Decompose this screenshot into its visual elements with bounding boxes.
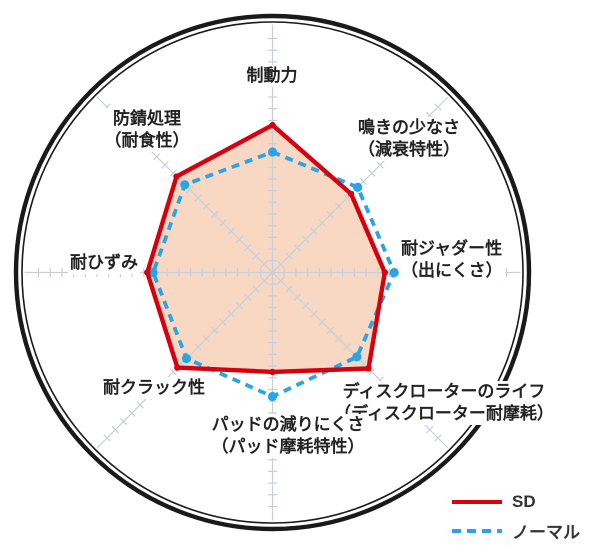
sd-vertex-dot — [144, 269, 151, 276]
axis-label-pad-wear-line1: パッドの減りにくさ — [211, 415, 365, 434]
axis-label-braking-line1: 制動力 — [246, 66, 298, 85]
sd-area-fill — [147, 125, 385, 372]
sd-vertex-dot — [269, 368, 276, 376]
normal-vertex-dot — [267, 147, 278, 157]
sd-vertex-dot — [269, 121, 276, 129]
axis-label-rust-line2: （耐食性） — [104, 131, 190, 150]
normal-vertex-dot — [353, 182, 363, 192]
axis-label-pad-wear-line2: （パッド摩耗特性） — [211, 437, 365, 456]
axis-label-strain-line1: 耐ひずみ — [70, 253, 138, 272]
axis-label-rust: 防錆処理 （耐食性） — [102, 108, 192, 152]
axis-label-crack: 耐クラック性 — [101, 377, 207, 399]
axis-label-judder-line2: （出にくさ） — [401, 261, 503, 280]
sd-vertex-dot — [174, 364, 181, 371]
legend-item-sd: SD — [452, 487, 580, 516]
axis-label-rotor-life-line1: ディスクローターのライフ — [342, 382, 546, 401]
axis-label-squeal: 鳴きの少なさ （減衰特性） — [356, 117, 462, 161]
normal-vertex-dot — [148, 267, 158, 278]
sd-line-swatch — [452, 499, 502, 504]
axis-label-squeal-line1: 鳴きの少なさ — [358, 118, 460, 137]
legend-label-normal: ノーマル — [512, 523, 580, 542]
axis-label-rotor-life-line2: （ディスクローター耐摩耗） — [334, 404, 554, 423]
sd-vertex-dot — [347, 190, 355, 198]
axis-label-judder: 耐ジャダー性 （出にくさ） — [399, 238, 505, 282]
axis-label-pad-wear: パッドの減りにくさ （パッド摩耗特性） — [209, 414, 367, 458]
axis-label-judder-line1: 耐ジャダー性 — [401, 239, 503, 258]
axis-label-strain: 耐ひずみ — [68, 252, 140, 274]
axis-label-rotor-life: ディスクローターのライフ （ディスクローター耐摩耗） — [332, 381, 556, 425]
chart-rim-inner — [21, 21, 524, 524]
legend-label-sd: SD — [512, 491, 536, 511]
axis-label-crack-line1: 耐クラック性 — [103, 378, 205, 397]
sd-vertex-dot — [381, 269, 389, 276]
legend: SD ノーマル — [452, 487, 580, 545]
normal-vertex-dot — [180, 180, 190, 190]
sd-vertex-dot — [173, 173, 180, 180]
sd-vertex-dot — [365, 365, 372, 372]
axis-label-braking: 制動力 — [244, 65, 300, 87]
axis-label-rust-line1: 防錆処理 — [113, 109, 181, 128]
normal-vertex-dot — [352, 352, 362, 362]
normal-vertex-dot — [267, 391, 278, 402]
normal-vertex-dot — [181, 353, 192, 364]
normal-vertex-dot — [389, 267, 399, 278]
legend-item-normal: ノーマル — [452, 516, 580, 545]
normal-line-swatch — [452, 528, 502, 533]
chart-rim-outer — [13, 13, 532, 532]
axis-label-squeal-line2: （減衰特性） — [358, 140, 460, 159]
